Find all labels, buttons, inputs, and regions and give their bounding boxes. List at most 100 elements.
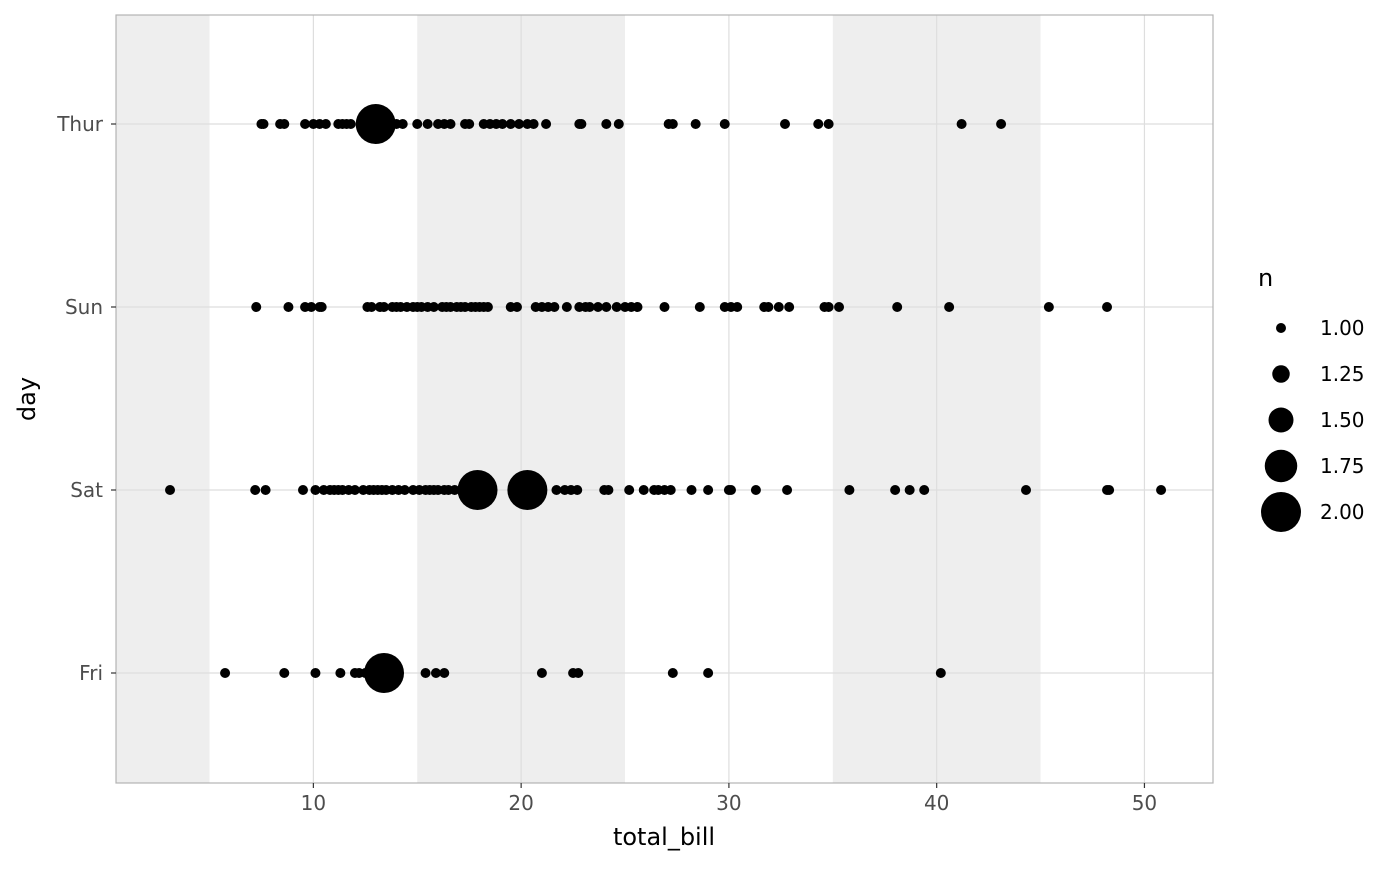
point-thur-38 (719, 119, 730, 129)
point-thur-37 (690, 119, 701, 129)
point-sat-54 (919, 485, 930, 495)
legend-key-2 (1268, 407, 1294, 433)
y-tick-label-fri: Fri (79, 661, 103, 685)
point-sun-39 (584, 302, 595, 312)
point-thur-14 (397, 119, 408, 129)
y-tick-label-thur: Thur (56, 112, 104, 136)
point-fri-1 (279, 668, 290, 678)
legend-key-4 (1261, 492, 1301, 532)
point-sat-58 (1156, 485, 1167, 495)
point-sat-33 (551, 485, 562, 495)
point-sat-29 (449, 485, 460, 495)
point-sat-1 (250, 485, 261, 495)
legend-label-2: 1.50 (1320, 408, 1365, 432)
point-sat-44 (665, 485, 676, 495)
point-fri-10 (439, 668, 450, 678)
point-thur-39 (780, 119, 791, 129)
point-sat-38 (603, 485, 614, 495)
point-thur-4 (300, 119, 311, 129)
point-sat-45 (686, 485, 697, 495)
legend-key-3 (1264, 449, 1298, 483)
point-fri-16 (935, 668, 946, 678)
point-sat-51 (844, 485, 855, 495)
point-thur-11 (345, 119, 356, 129)
shaded-band-1 (116, 15, 210, 783)
size-legend: n 1.00 1.25 1.50 1.75 2.00 (1258, 264, 1365, 532)
point-thur-21 (464, 119, 475, 129)
x-tick-label-20: 20 (508, 791, 533, 815)
point-sat-30 (457, 470, 498, 510)
point-sun-7 (366, 302, 377, 312)
point-sun-36 (561, 302, 572, 312)
point-sat-52 (890, 485, 901, 495)
point-sat-11 (349, 485, 360, 495)
point-sat-31 (487, 485, 498, 495)
point-thur-36 (667, 119, 678, 129)
legend-title: n (1258, 264, 1273, 292)
point-sat-55 (1021, 485, 1032, 495)
point-sat-40 (638, 485, 649, 495)
point-thur-41 (823, 119, 834, 129)
y-tick-label-sat: Sat (70, 478, 103, 502)
point-thur-12 (355, 104, 396, 144)
point-sat-2 (260, 485, 271, 495)
point-sat-36 (572, 485, 583, 495)
point-sun-52 (763, 302, 774, 312)
point-sat-32 (507, 470, 548, 510)
point-fri-11 (536, 668, 547, 678)
point-thur-29 (528, 119, 539, 129)
point-sun-61 (1102, 302, 1113, 312)
point-thur-32 (576, 119, 587, 129)
legend-label-3: 1.75 (1320, 454, 1365, 478)
point-sun-0 (251, 302, 262, 312)
y-tick-label-sun: Sun (65, 295, 103, 319)
point-thur-26 (505, 119, 516, 129)
legend-label-4: 2.00 (1320, 500, 1365, 524)
y-axis-ticks: Fri Sat Sun Thur (56, 112, 116, 685)
plot-panel-background (116, 15, 1213, 783)
point-sun-59 (944, 302, 955, 312)
point-sun-46 (659, 302, 670, 312)
point-sat-57 (1104, 485, 1115, 495)
x-tick-label-40: 40 (924, 791, 949, 815)
point-fri-2 (310, 668, 321, 678)
x-axis-ticks: 10 20 30 40 50 (301, 783, 1157, 815)
point-sat-46 (703, 485, 714, 495)
point-fri-14 (667, 668, 678, 678)
point-sat-50 (782, 485, 793, 495)
point-fri-13 (573, 668, 584, 678)
point-sun-42 (611, 302, 622, 312)
point-fri-0 (220, 668, 231, 678)
point-sun-18 (428, 302, 439, 312)
point-sun-40 (593, 302, 604, 312)
point-sun-60 (1043, 302, 1054, 312)
x-tick-label-50: 50 (1132, 791, 1157, 815)
legend-key-1 (1272, 365, 1290, 383)
x-tick-label-30: 30 (716, 791, 741, 815)
point-sun-41 (601, 302, 612, 312)
point-fri-8 (420, 668, 431, 678)
point-sun-29 (482, 302, 493, 312)
point-fri-9 (430, 668, 441, 678)
point-sat-4 (310, 485, 321, 495)
point-sun-47 (694, 302, 705, 312)
point-thur-27 (514, 119, 525, 129)
point-sun-57 (834, 302, 845, 312)
legend-key-0 (1276, 323, 1286, 333)
point-sun-56 (823, 302, 834, 312)
point-thur-19 (445, 119, 456, 129)
legend-label-1: 1.25 (1320, 362, 1365, 386)
point-sun-58 (892, 302, 903, 312)
plot-panel-border (115, 14, 1214, 784)
point-sat-39 (624, 485, 635, 495)
point-thur-40 (813, 119, 824, 129)
point-sat-53 (904, 485, 915, 495)
point-sun-3 (306, 302, 317, 312)
point-thur-16 (422, 119, 433, 129)
point-sat-20 (399, 485, 410, 495)
point-thur-30 (541, 119, 552, 129)
point-thur-15 (412, 119, 423, 129)
point-thur-43 (996, 119, 1007, 129)
